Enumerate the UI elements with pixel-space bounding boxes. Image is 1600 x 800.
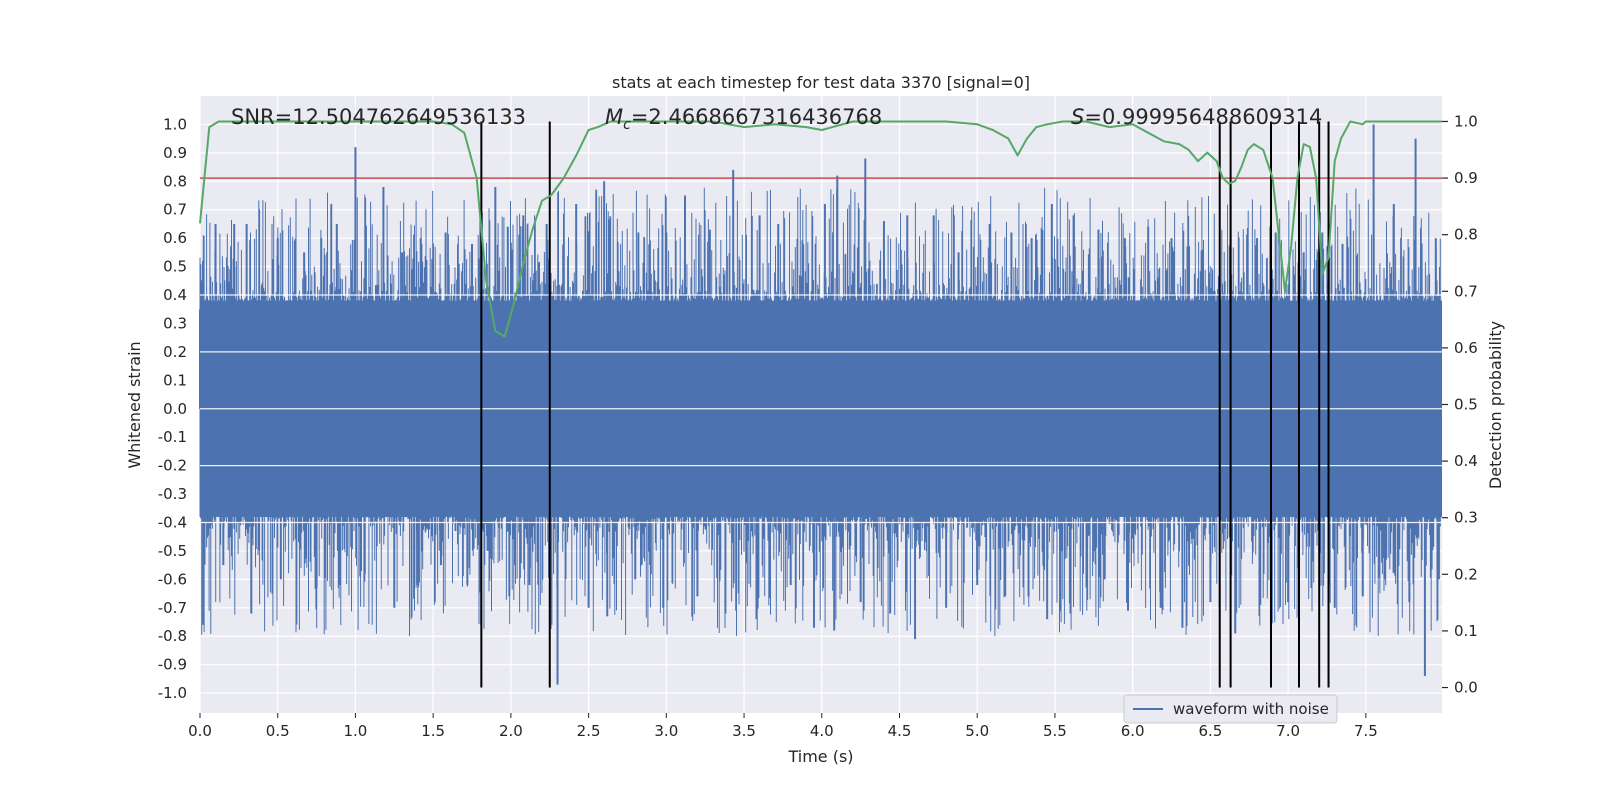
y-tick-label: -0.5 <box>158 542 187 560</box>
x-tick-label: 4.5 <box>888 722 912 740</box>
right-tick-label: 0.7 <box>1454 282 1478 300</box>
right-tick-label: 0.1 <box>1454 622 1478 640</box>
x-tick-label: 1.5 <box>421 722 445 740</box>
y-tick-label: 0.2 <box>163 343 187 361</box>
y-tick-label: 0.1 <box>163 371 187 389</box>
y-tick-label: -0.3 <box>158 485 187 503</box>
axes: 0.0 0.5 1.0 1.5 2.0 2.5 3.0 3.5 4.0 4.5 5.0 5.5 6.0 6… <box>158 112 1478 740</box>
significance-symbol: S <box>1071 105 1084 129</box>
x-tick-label: 4.0 <box>810 722 834 740</box>
x-tick-label: 7.5 <box>1354 722 1378 740</box>
y-tick-label: 0.8 <box>163 172 187 190</box>
x-tick-label: 0.5 <box>266 722 290 740</box>
y-tick-label: 0.6 <box>163 229 187 247</box>
y-tick-label: -0.6 <box>158 570 187 588</box>
chirp-mass-subscript: c <box>623 117 631 133</box>
y-tick-label: -0.9 <box>158 656 187 674</box>
y-tick-label: 0.0 <box>163 400 187 418</box>
y-tick-label: 0.5 <box>163 258 187 276</box>
chirp-mass-symbol: M <box>605 105 623 129</box>
chart-title: stats at each timestep for test data 337… <box>612 73 1030 92</box>
right-tick-label: 0.9 <box>1454 169 1478 187</box>
right-tick-label: 0.8 <box>1454 226 1478 244</box>
detection-probability-line <box>199 120 1442 338</box>
right-tick-label: 0.6 <box>1454 339 1478 357</box>
y-tick-label: 0.4 <box>163 286 187 304</box>
y-tick-label: -0.7 <box>158 599 187 617</box>
y-tick-label: -0.1 <box>158 428 187 446</box>
legend-label: waveform with noise <box>1173 700 1329 718</box>
waveform-series <box>199 124 1442 685</box>
significance-annotation: S=0.999956488609314 <box>1071 105 1322 129</box>
right-tick-label: 1.0 <box>1454 112 1478 130</box>
y-tick-label: -0.2 <box>158 457 187 475</box>
right-tick-label: 0.5 <box>1454 396 1478 414</box>
y-tick-label: -0.4 <box>158 513 187 531</box>
right-tick-label: 0.3 <box>1454 509 1478 527</box>
x-tick-label: 6.5 <box>1198 722 1222 740</box>
y-tick-label: 0.3 <box>163 314 187 332</box>
snr-annotation: SNR=12.504762649536133 <box>231 105 526 129</box>
x-tick-label: 3.5 <box>732 722 756 740</box>
overlay <box>199 120 1442 688</box>
y-tick-label: -1.0 <box>158 684 187 702</box>
right-tick-label: 0.4 <box>1454 452 1478 470</box>
x-tick-label: 5.0 <box>965 722 989 740</box>
x-tick-label: 1.0 <box>344 722 368 740</box>
y-axis-label-left: Whitened strain <box>125 341 144 468</box>
right-tick-label: 0.0 <box>1454 679 1478 697</box>
y-tick-label: 0.7 <box>163 201 187 219</box>
chirp-mass-value: =2.4668667316436768 <box>631 105 882 129</box>
x-tick-label: 6.0 <box>1121 722 1145 740</box>
legend-box <box>1123 694 1338 724</box>
x-tick-label: 3.0 <box>654 722 678 740</box>
x-tick-label: 2.5 <box>577 722 601 740</box>
chirp-mass-annotation: Mc=2.4668667316436768 <box>605 105 882 133</box>
x-tick-label: 0.0 <box>188 722 212 740</box>
y-axis-label-right: Detection probability <box>1486 321 1505 489</box>
y-tick-label: 1.0 <box>163 115 187 133</box>
x-axis-label: Time (s) <box>787 747 853 766</box>
x-tick-label: 5.5 <box>1043 722 1067 740</box>
x-tick-label: 7.0 <box>1276 722 1300 740</box>
y-tick-label: -0.8 <box>158 627 187 645</box>
significance-value: =0.999956488609314 <box>1084 105 1322 129</box>
right-tick-label: 0.2 <box>1454 565 1478 583</box>
x-tick-label: 2.0 <box>499 722 523 740</box>
legend: waveform with noise <box>1123 694 1338 724</box>
y-tick-label: 0.9 <box>163 144 187 162</box>
